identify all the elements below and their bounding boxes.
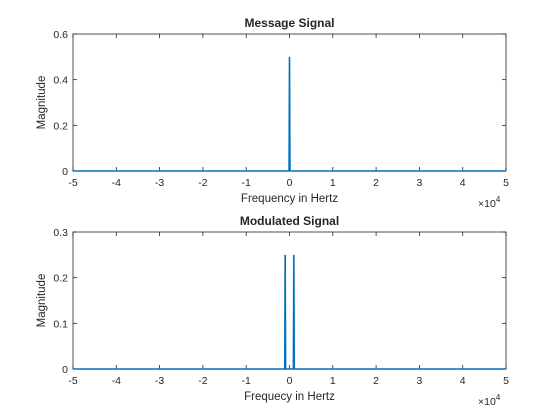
x-tick-label: 3 — [416, 177, 422, 189]
x-tick-label: 4 — [460, 177, 466, 189]
x-tick-label: 2 — [373, 177, 379, 189]
x-tick-label: 4 — [460, 375, 466, 387]
y-tick-label: 0.3 — [53, 227, 68, 239]
x-tick-label: -3 — [155, 177, 164, 189]
y-tick-label: 0 — [62, 364, 68, 376]
x-tick-label: 0 — [287, 177, 293, 189]
series-line — [73, 56, 506, 172]
x-tick-label: -4 — [112, 177, 121, 189]
y-tick-label: 0 — [62, 166, 68, 178]
x-exponent-base: ×10 — [478, 396, 496, 408]
y-tick-label: 0.4 — [53, 75, 68, 87]
x-tick-label: 2 — [373, 375, 379, 387]
subplot-title: Modulated Signal — [240, 214, 339, 228]
x-exponent: ×104 — [478, 393, 501, 408]
y-tick-label: 0.1 — [53, 318, 68, 330]
x-axis-label: Frequency in Hertz — [241, 193, 338, 205]
x-tick-label: -5 — [68, 375, 77, 387]
y-axis-label: Magnitude — [36, 274, 48, 328]
x-tick-label: -2 — [198, 177, 207, 189]
x-tick-label: -1 — [242, 375, 251, 387]
x-tick-label: -1 — [242, 177, 251, 189]
x-tick-label: 3 — [416, 375, 422, 387]
x-tick-label: 5 — [503, 177, 509, 189]
x-tick-label: -2 — [198, 375, 207, 387]
x-tick-label: 1 — [330, 375, 336, 387]
x-exponent: ×104 — [478, 195, 501, 210]
y-axis-label: Magnitude — [36, 76, 48, 130]
series-line — [73, 254, 506, 370]
y-tick-label: 0.6 — [53, 29, 68, 41]
x-tick-label: -3 — [155, 375, 164, 387]
x-tick-label: -5 — [68, 177, 77, 189]
y-tick-label: 0.2 — [53, 273, 68, 285]
x-exponent-power: 4 — [496, 393, 501, 402]
x-tick-label: 1 — [330, 177, 336, 189]
x-axis-label: Frequecy in Hertz — [244, 391, 335, 403]
x-tick-label: 0 — [287, 375, 293, 387]
x-tick-label: 5 — [503, 375, 509, 387]
x-tick-label: -4 — [112, 375, 121, 387]
x-exponent-base: ×10 — [478, 198, 496, 210]
x-exponent-power: 4 — [496, 195, 501, 204]
axes-box — [72, 231, 507, 370]
subplot-title: Message Signal — [244, 16, 334, 30]
y-tick-label: 0.2 — [53, 120, 68, 132]
